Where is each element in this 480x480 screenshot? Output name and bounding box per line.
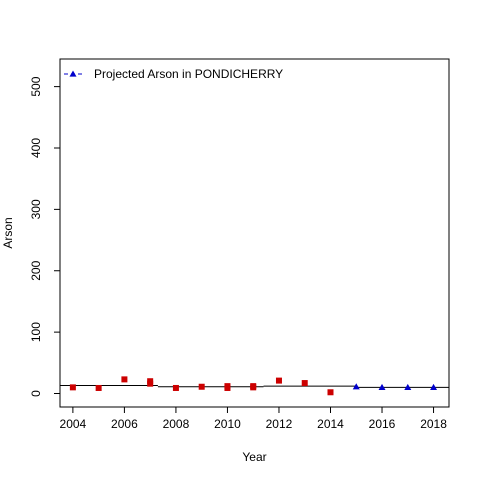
data-point-actual: [172, 384, 179, 391]
y-axis-label: Arson: [1, 217, 15, 248]
y-tick-label: 300: [29, 199, 43, 219]
data-point-projected: [378, 383, 386, 390]
x-tick-label: 2010: [214, 417, 241, 431]
axis-ticks: 2004 2006 2008 2010 2012 2014 2016 2018 0 100 200 3…: [29, 76, 447, 431]
data-point-actual: [95, 384, 102, 391]
data-point-actual: [275, 377, 282, 384]
data-point-actual: [250, 384, 257, 391]
y-tick-label: 200: [29, 260, 43, 280]
x-tick-label: 2004: [60, 417, 87, 431]
y-tick-label: 0: [29, 390, 43, 397]
x-tick-label: 2018: [420, 417, 447, 431]
x-tick-label: 2008: [163, 417, 190, 431]
data-point-actual: [147, 380, 154, 387]
x-tick-label: 2006: [111, 417, 138, 431]
data-point-projected: [352, 383, 360, 390]
data-point-actual: [327, 389, 334, 396]
data-point-projected: [404, 383, 412, 390]
y-tick-label: 500: [29, 76, 43, 96]
data-point-actual: [69, 384, 76, 391]
x-tick-label: 2012: [266, 417, 293, 431]
data-point-actual: [301, 380, 308, 387]
legend-label: Projected Arson in PONDICHERRY: [94, 67, 283, 81]
data-point-projected: [430, 383, 438, 390]
y-tick-label: 400: [29, 138, 43, 158]
data-point-actual: [224, 384, 231, 391]
data-point-actual: [198, 383, 205, 390]
data-points: [69, 376, 438, 396]
x-axis-label: Year: [242, 450, 266, 464]
data-point-actual: [121, 376, 128, 383]
y-tick-label: 100: [29, 322, 43, 342]
x-tick-label: 2014: [317, 417, 344, 431]
legend: Projected Arson in PONDICHERRY: [64, 67, 283, 81]
plot-area: [59, 58, 450, 408]
legend-marker: [69, 70, 77, 77]
x-tick-label: 2016: [369, 417, 396, 431]
